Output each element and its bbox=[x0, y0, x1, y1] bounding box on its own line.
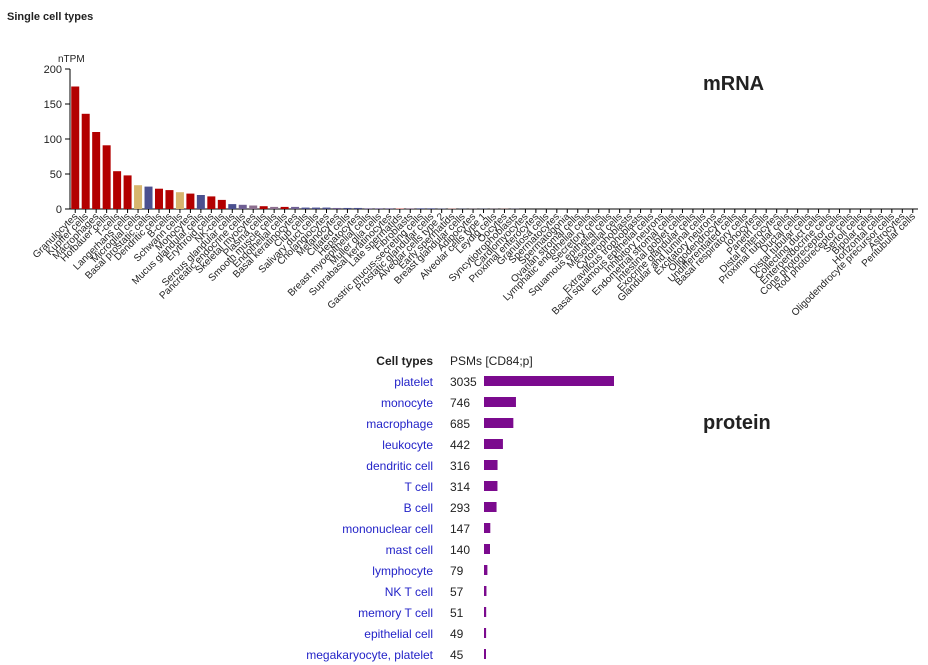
cell-type-link[interactable]: memory T cell bbox=[358, 606, 433, 620]
cell-type-link[interactable]: T cell bbox=[405, 480, 433, 494]
annotation: protein bbox=[703, 412, 771, 434]
bar bbox=[332, 207, 341, 209]
psm-value: 316 bbox=[450, 459, 470, 473]
bar bbox=[312, 207, 321, 209]
cell-type-link[interactable]: megakaryocyte, platelet bbox=[306, 648, 433, 662]
cell-type-link[interactable]: dendritic cell bbox=[366, 459, 433, 473]
bar bbox=[484, 481, 498, 491]
bar bbox=[291, 206, 300, 209]
bar bbox=[301, 207, 310, 209]
cell-type-link[interactable]: lymphocyte bbox=[372, 564, 433, 578]
bar bbox=[92, 132, 101, 209]
psm-value: 45 bbox=[450, 648, 464, 662]
cell-type-link[interactable]: mononuclear cell bbox=[342, 522, 433, 536]
bar bbox=[144, 186, 153, 209]
bar bbox=[374, 208, 383, 209]
bar bbox=[484, 628, 487, 638]
psm-value: 57 bbox=[450, 585, 464, 599]
bar bbox=[259, 206, 268, 209]
bar bbox=[81, 113, 90, 209]
bar bbox=[484, 502, 497, 512]
bar bbox=[353, 207, 362, 209]
psm-value: 51 bbox=[450, 606, 464, 620]
bar bbox=[165, 190, 174, 209]
bar bbox=[484, 418, 514, 428]
bar bbox=[364, 208, 373, 209]
bar bbox=[395, 208, 404, 209]
bar bbox=[484, 607, 487, 617]
bar bbox=[280, 206, 289, 209]
bar bbox=[484, 544, 490, 554]
psm-value: 49 bbox=[450, 627, 464, 641]
bar bbox=[343, 207, 352, 209]
bar bbox=[270, 206, 279, 209]
bar bbox=[406, 208, 415, 209]
column-header: PSMs [CD84;p] bbox=[450, 354, 533, 368]
bar bbox=[186, 193, 195, 209]
cell-type-link[interactable]: B cell bbox=[404, 501, 433, 515]
bar bbox=[134, 185, 143, 209]
psm-value: 314 bbox=[450, 480, 470, 494]
bar bbox=[416, 208, 425, 209]
y-tick-label: 50 bbox=[50, 169, 62, 181]
bar bbox=[484, 460, 498, 470]
bar bbox=[484, 649, 486, 659]
y-tick-label: 100 bbox=[44, 134, 62, 146]
bar bbox=[71, 86, 80, 209]
bar bbox=[228, 204, 237, 209]
bar bbox=[484, 397, 516, 407]
psm-value: 140 bbox=[450, 543, 470, 557]
bar bbox=[196, 195, 205, 209]
annotation: mRNA bbox=[703, 73, 764, 95]
y-tick-label: 150 bbox=[44, 99, 62, 111]
bar bbox=[484, 439, 503, 449]
bar bbox=[249, 205, 258, 209]
bar bbox=[154, 188, 163, 209]
psm-value: 79 bbox=[450, 564, 464, 578]
cell-type-link[interactable]: platelet bbox=[394, 375, 433, 389]
bar bbox=[322, 207, 331, 209]
psm-value: 293 bbox=[450, 501, 470, 515]
bar bbox=[484, 376, 614, 386]
cell-type-link[interactable]: epithelial cell bbox=[364, 627, 433, 641]
psm-value: 746 bbox=[450, 396, 470, 410]
bar bbox=[207, 196, 216, 209]
bar bbox=[102, 145, 111, 209]
bar bbox=[385, 208, 394, 209]
y-tick-label: 200 bbox=[44, 64, 62, 76]
psm-value: 3035 bbox=[450, 375, 477, 389]
bar bbox=[175, 192, 184, 209]
y-tick-label: 0 bbox=[56, 204, 62, 216]
cell-type-link[interactable]: monocyte bbox=[381, 396, 433, 410]
cell-type-link[interactable]: leukocyte bbox=[382, 438, 433, 452]
cell-type-link[interactable]: macrophage bbox=[366, 417, 433, 431]
bar bbox=[123, 175, 132, 209]
chart-title: Single cell types bbox=[7, 11, 93, 23]
psm-value: 442 bbox=[450, 438, 470, 452]
psm-value: 147 bbox=[450, 522, 470, 536]
bar bbox=[238, 204, 247, 209]
bar bbox=[484, 565, 488, 575]
bar bbox=[113, 171, 122, 209]
y-axis-label: nTPM bbox=[58, 54, 85, 65]
bar bbox=[484, 586, 487, 596]
cell-type-link[interactable]: mast cell bbox=[386, 543, 433, 557]
psm-value: 685 bbox=[450, 417, 470, 431]
bar bbox=[427, 208, 436, 209]
bar bbox=[484, 523, 491, 533]
cell-type-link[interactable]: NK T cell bbox=[385, 585, 433, 599]
column-header: Cell types bbox=[376, 354, 433, 368]
bar bbox=[217, 199, 226, 209]
